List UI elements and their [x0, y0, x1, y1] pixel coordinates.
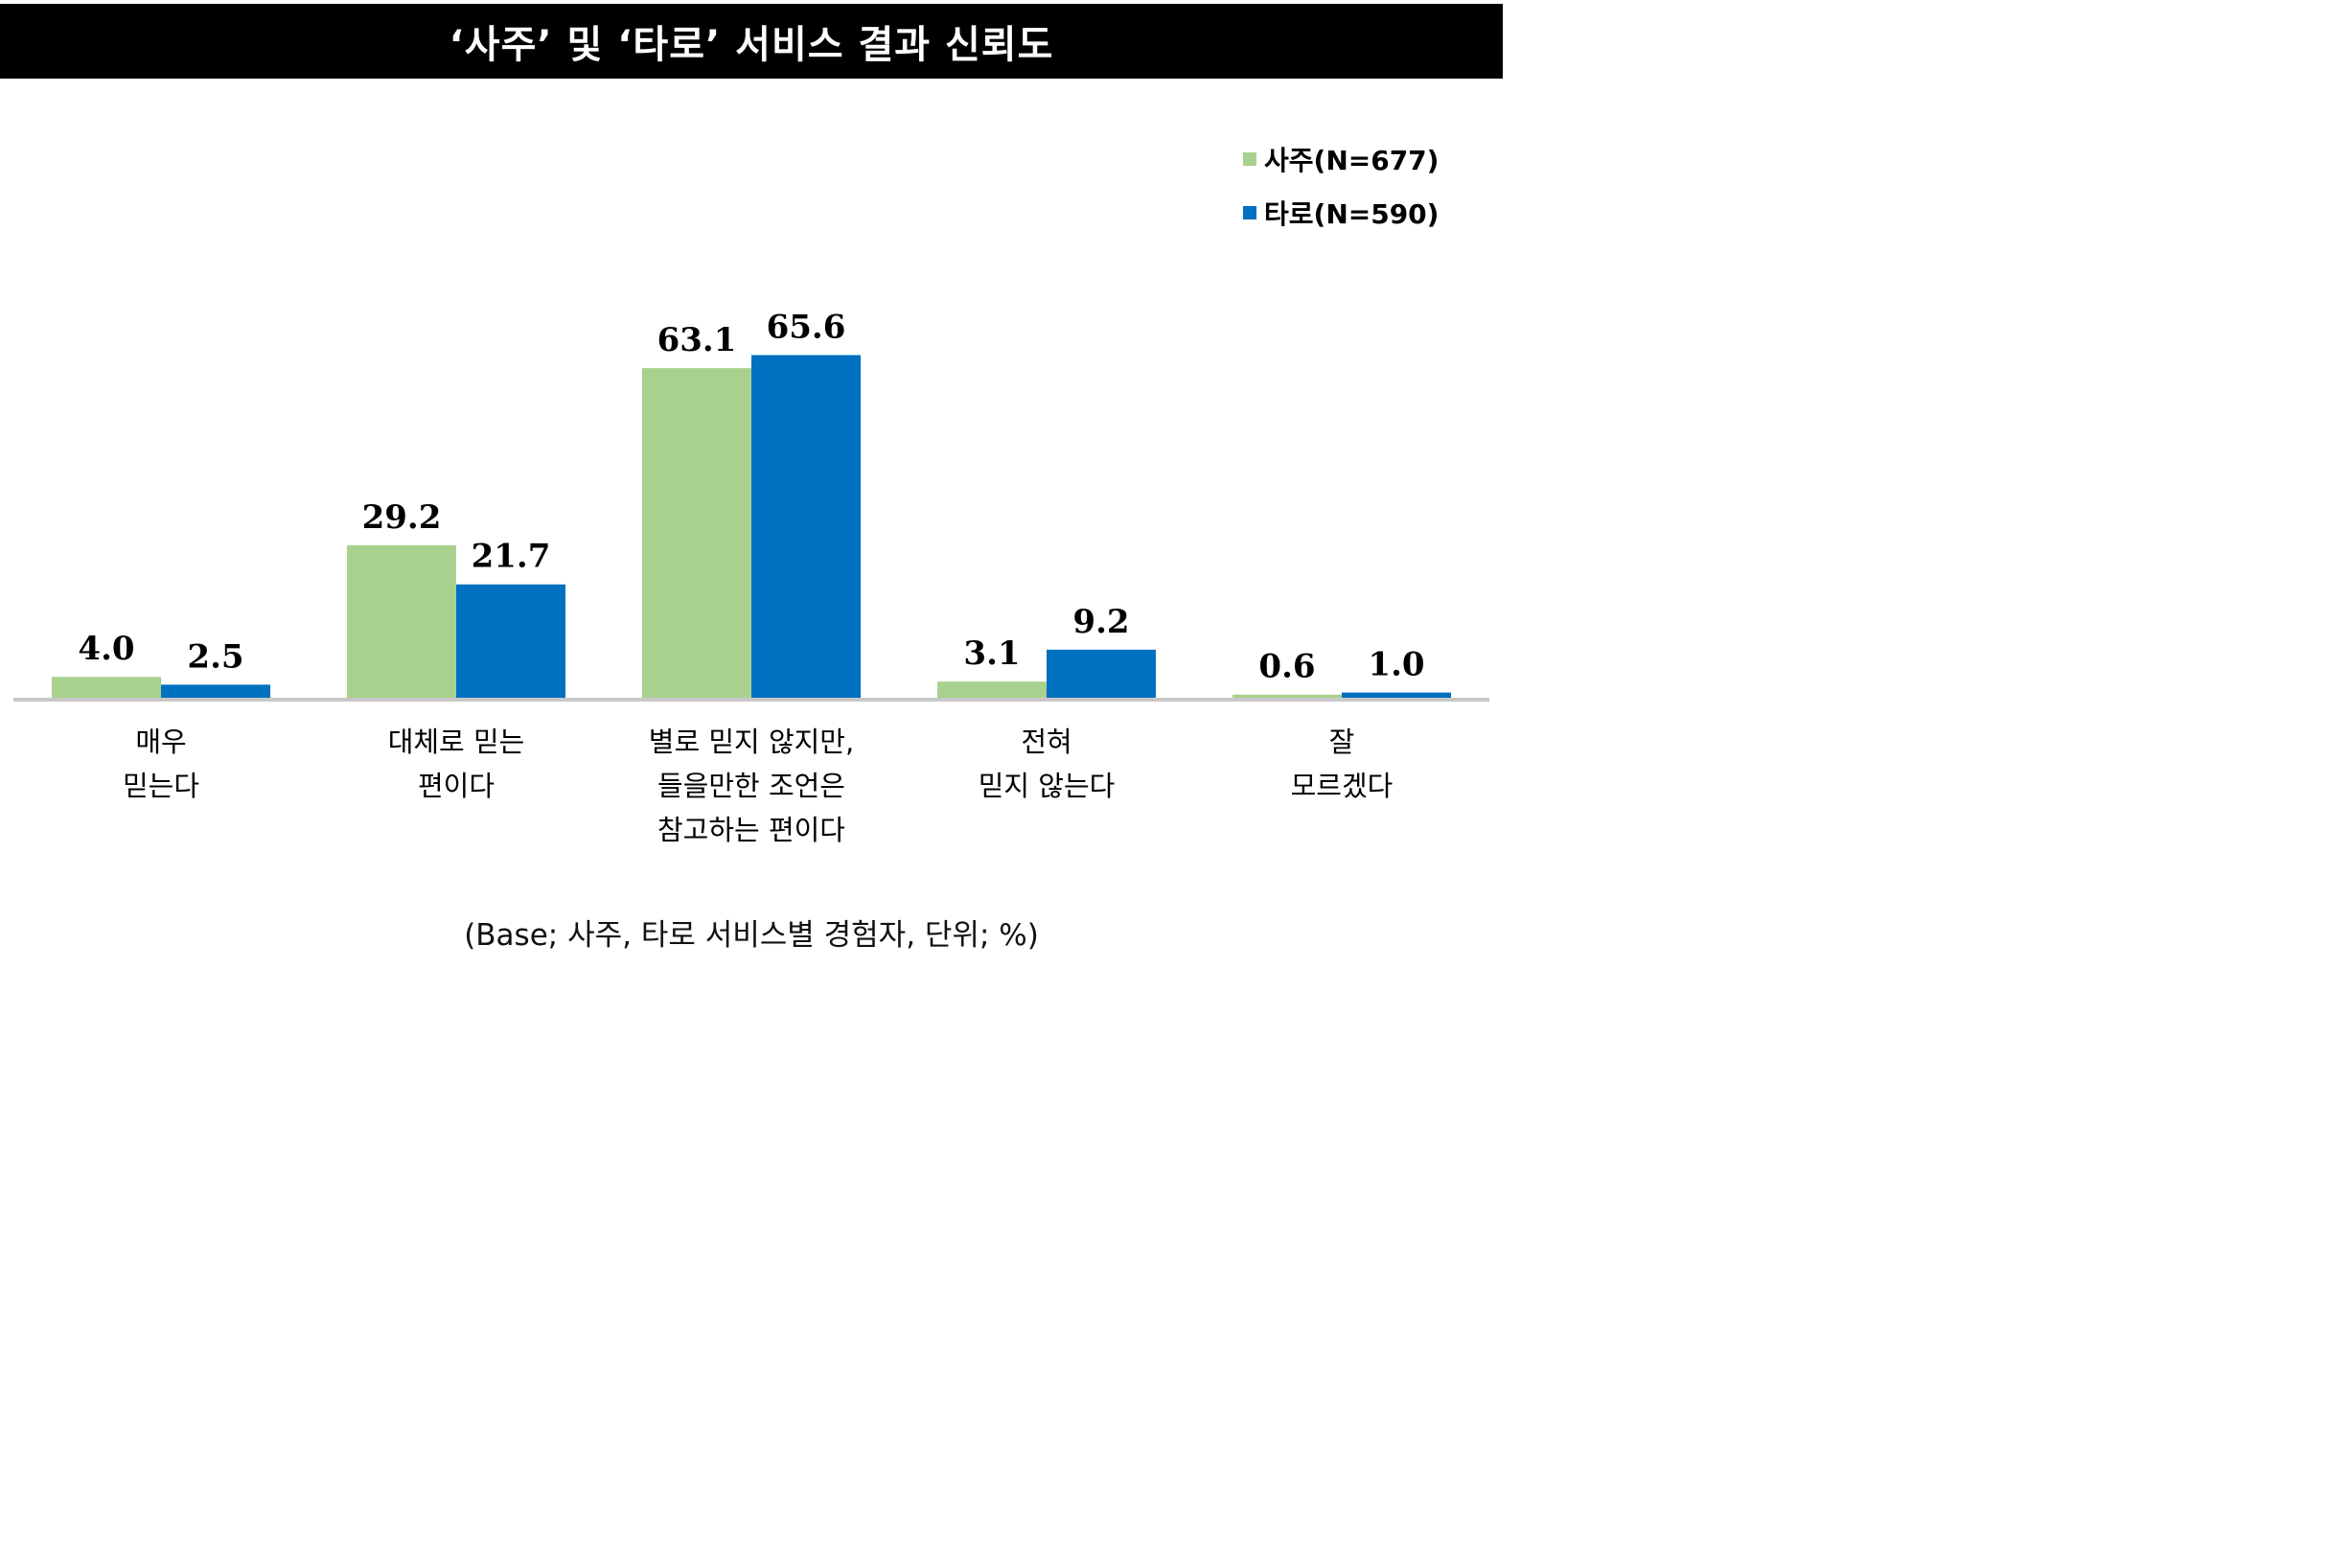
- legend-label-saju: 사주(N=677): [1264, 145, 1439, 176]
- category-label-2-line-1: 들을만한 조언은: [657, 770, 845, 802]
- legend-label-taro: 타로(N=590): [1264, 198, 1439, 230]
- bar-saju-0: [52, 677, 161, 698]
- x-axis-baseline: [13, 698, 1489, 702]
- data-label-saju-4: 0.6: [1258, 648, 1315, 686]
- category-label-4-line-1: 모르겠다: [1291, 770, 1394, 802]
- title-bar: ‘사주’ 및 ‘타로’ 서비스 결과 신뢰도: [0, 4, 1503, 79]
- bar-saju-4: [1233, 694, 1342, 698]
- data-label-saju-0: 4.0: [78, 630, 134, 668]
- bar-saju-2: [642, 368, 751, 698]
- legend-swatch-saju: [1243, 152, 1256, 166]
- data-label-taro-0: 2.5: [187, 637, 243, 676]
- chart-title: ‘사주’ 및 ‘타로’ 서비스 결과 신뢰도: [449, 23, 1054, 67]
- data-label-taro-2: 65.6: [767, 308, 846, 346]
- legend-swatch-taro: [1243, 206, 1256, 219]
- category-label-1-line-1: 편이다: [418, 770, 495, 802]
- category-label-4-line-0: 잘: [1329, 726, 1355, 758]
- chart-footnote: (Base; 사주, 타로 서비스별 경험자, 단위; %): [464, 918, 1039, 953]
- category-label-0-line-0: 매우: [135, 726, 186, 758]
- bar-taro-1: [456, 584, 565, 698]
- data-label-taro-1: 21.7: [472, 538, 551, 576]
- category-label-3-line-1: 믿지 않는다: [979, 770, 1116, 802]
- bar-saju-1: [347, 544, 456, 698]
- category-label-3-line-0: 전혀: [1021, 726, 1071, 758]
- data-label-taro-4: 1.0: [1368, 646, 1424, 684]
- bar-taro-4: [1342, 692, 1451, 698]
- bar-taro-2: [751, 355, 861, 698]
- data-label-saju-3: 3.1: [963, 634, 1020, 673]
- category-label-2-line-2: 참고하는 편이다: [657, 814, 845, 846]
- data-label-saju-1: 29.2: [362, 498, 442, 537]
- category-label-1-line-0: 대체로 믿는: [388, 726, 525, 758]
- data-label-taro-3: 9.2: [1072, 603, 1129, 641]
- bar-taro-3: [1047, 649, 1156, 698]
- bar-saju-3: [937, 681, 1047, 698]
- category-label-0-line-1: 믿는다: [123, 770, 199, 802]
- data-label-saju-2: 63.1: [657, 321, 737, 359]
- bar-taro-0: [161, 684, 270, 698]
- category-label-2-line-0: 별로 믿지 않지만,: [649, 726, 854, 758]
